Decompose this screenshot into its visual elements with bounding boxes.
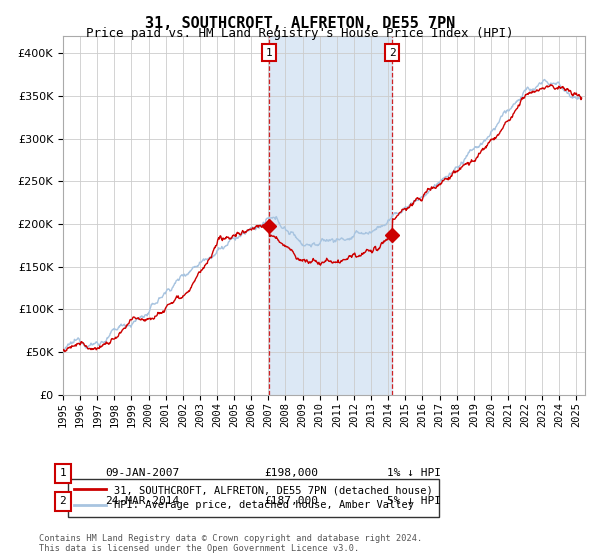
Legend: 31, SOUTHCROFT, ALFRETON, DE55 7PN (detached house), HPI: Average price, detache: 31, SOUTHCROFT, ALFRETON, DE55 7PN (deta… [68,479,439,516]
Text: £187,000: £187,000 [264,496,318,506]
Text: 24-MAR-2014: 24-MAR-2014 [105,496,179,506]
Text: Price paid vs. HM Land Registry's House Price Index (HPI): Price paid vs. HM Land Registry's House … [86,27,514,40]
Text: 09-JAN-2007: 09-JAN-2007 [105,468,179,478]
Text: 2: 2 [389,48,395,58]
Text: 2: 2 [59,496,67,506]
Text: 1% ↓ HPI: 1% ↓ HPI [387,468,441,478]
Text: 1: 1 [266,48,272,58]
Text: 31, SOUTHCROFT, ALFRETON, DE55 7PN: 31, SOUTHCROFT, ALFRETON, DE55 7PN [145,16,455,31]
Bar [269,36,392,395]
Text: £198,000: £198,000 [264,468,318,478]
Text: 1: 1 [59,468,67,478]
Text: Contains HM Land Registry data © Crown copyright and database right 2024.
This d: Contains HM Land Registry data © Crown c… [39,534,422,553]
Text: 5% ↓ HPI: 5% ↓ HPI [387,496,441,506]
